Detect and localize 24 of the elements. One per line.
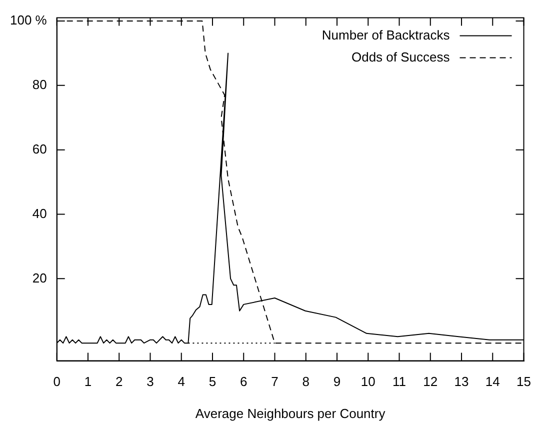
y-tick-label: 60 bbox=[32, 141, 47, 156]
x-tick-label: 3 bbox=[146, 374, 154, 390]
x-tick-label: 6 bbox=[240, 374, 248, 390]
y-tick-label: 80 bbox=[32, 77, 47, 92]
y-tick-label: 20 bbox=[32, 270, 47, 286]
x-tick-label: 7 bbox=[271, 374, 278, 390]
legend-label: Odds of Success bbox=[351, 49, 450, 64]
x-tick-label: 8 bbox=[302, 374, 310, 390]
x-tick-label: 9 bbox=[333, 374, 341, 390]
y-tick-label: 100 % bbox=[10, 12, 48, 28]
x-tick-label: 0 bbox=[53, 374, 60, 390]
x-tick-label: 1 bbox=[84, 374, 92, 390]
y-tick-label: 40 bbox=[32, 206, 47, 221]
x-tick-label: 12 bbox=[423, 374, 438, 390]
x-tick-label: 5 bbox=[208, 374, 216, 390]
x-tick-label: 11 bbox=[392, 374, 406, 390]
x-tick-label: 15 bbox=[516, 374, 532, 390]
x-tick-label: 10 bbox=[360, 374, 376, 390]
x-axis-title: Average Neighbours per Country bbox=[195, 406, 386, 421]
x-tick-label: 13 bbox=[454, 374, 469, 390]
x-tick-label: 14 bbox=[485, 374, 500, 390]
x-tick-label: 4 bbox=[178, 374, 185, 390]
x-tick-label: 2 bbox=[116, 374, 123, 390]
legend-label: Number of Backtracks bbox=[322, 27, 450, 42]
